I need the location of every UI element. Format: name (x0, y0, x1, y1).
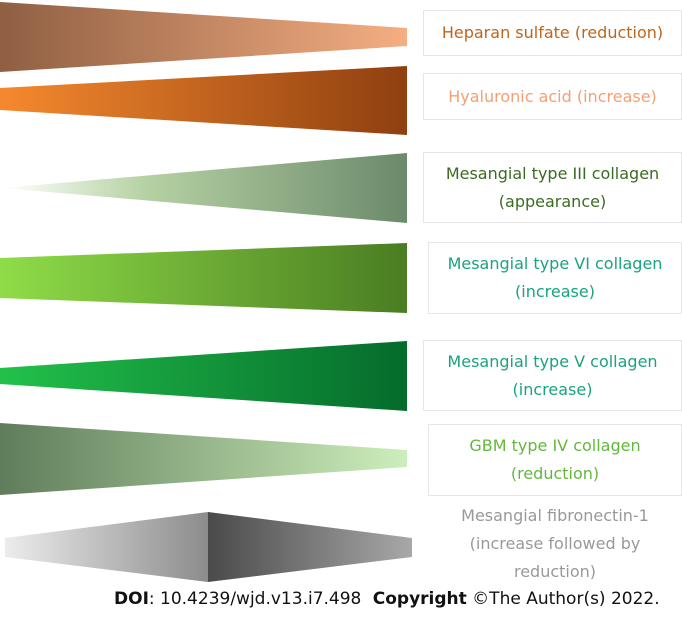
copyright-value: ©The Author(s) 2022. (466, 589, 660, 609)
type-iii-collagen-label: Mesangial type III collagen (appearance) (423, 152, 682, 223)
label-line: GBM type IV collagen (469, 436, 641, 455)
fibronectin-left-half (5, 512, 208, 582)
type-vi-collagen-band (0, 243, 407, 313)
label-line: Mesangial fibronectin-1 (461, 506, 649, 525)
label-line: (reduction) (510, 464, 600, 483)
hyaluronic-acid-label: Hyaluronic acid (increase) (423, 73, 682, 120)
label-line: (appearance) (498, 191, 607, 211)
label-line: reduction) (513, 562, 597, 581)
doi-value: : 10.4239/wjd.v13.i7.498 (148, 589, 362, 609)
fibronectin-label: Mesangial fibronectin-1 (increase follow… (428, 502, 682, 586)
type-v-collagen-band (0, 341, 407, 411)
heparan-sulfate-label: Heparan sulfate (reduction) (423, 10, 682, 56)
heparan-sulfate-wedge (0, 2, 407, 72)
label-line: Mesangial type III collagen (445, 163, 660, 183)
type-iv-collagen-label: GBM type IV collagen (reduction) (428, 424, 682, 496)
label-line: Mesangial type VI collagen (447, 254, 663, 273)
label-line: (increase) (512, 379, 593, 399)
copyright-label: Copyright (372, 589, 467, 609)
type-v-collagen-label: Mesangial type V collagen (increase) (423, 340, 682, 411)
label-line: (increase) (515, 282, 595, 301)
citation-footer: DOI: 10.4239/wjd.v13.i7.498 Copyright ©T… (114, 589, 682, 609)
label-line: Hyaluronic acid (increase) (448, 86, 657, 106)
doi-label: DOI (114, 589, 149, 609)
type-iii-collagen-wedge (2, 153, 407, 223)
label-line: Heparan sulfate (reduction) (441, 23, 664, 42)
hyaluronic-acid-wedge (0, 66, 407, 135)
label-line: (increase followed by (469, 534, 641, 553)
label-line: Mesangial type V collagen (447, 351, 658, 371)
type-iv-collagen-wedge (0, 423, 407, 495)
type-vi-collagen-label: Mesangial type VI collagen (increase) (428, 242, 682, 314)
fibronectin-right-half (208, 512, 412, 582)
